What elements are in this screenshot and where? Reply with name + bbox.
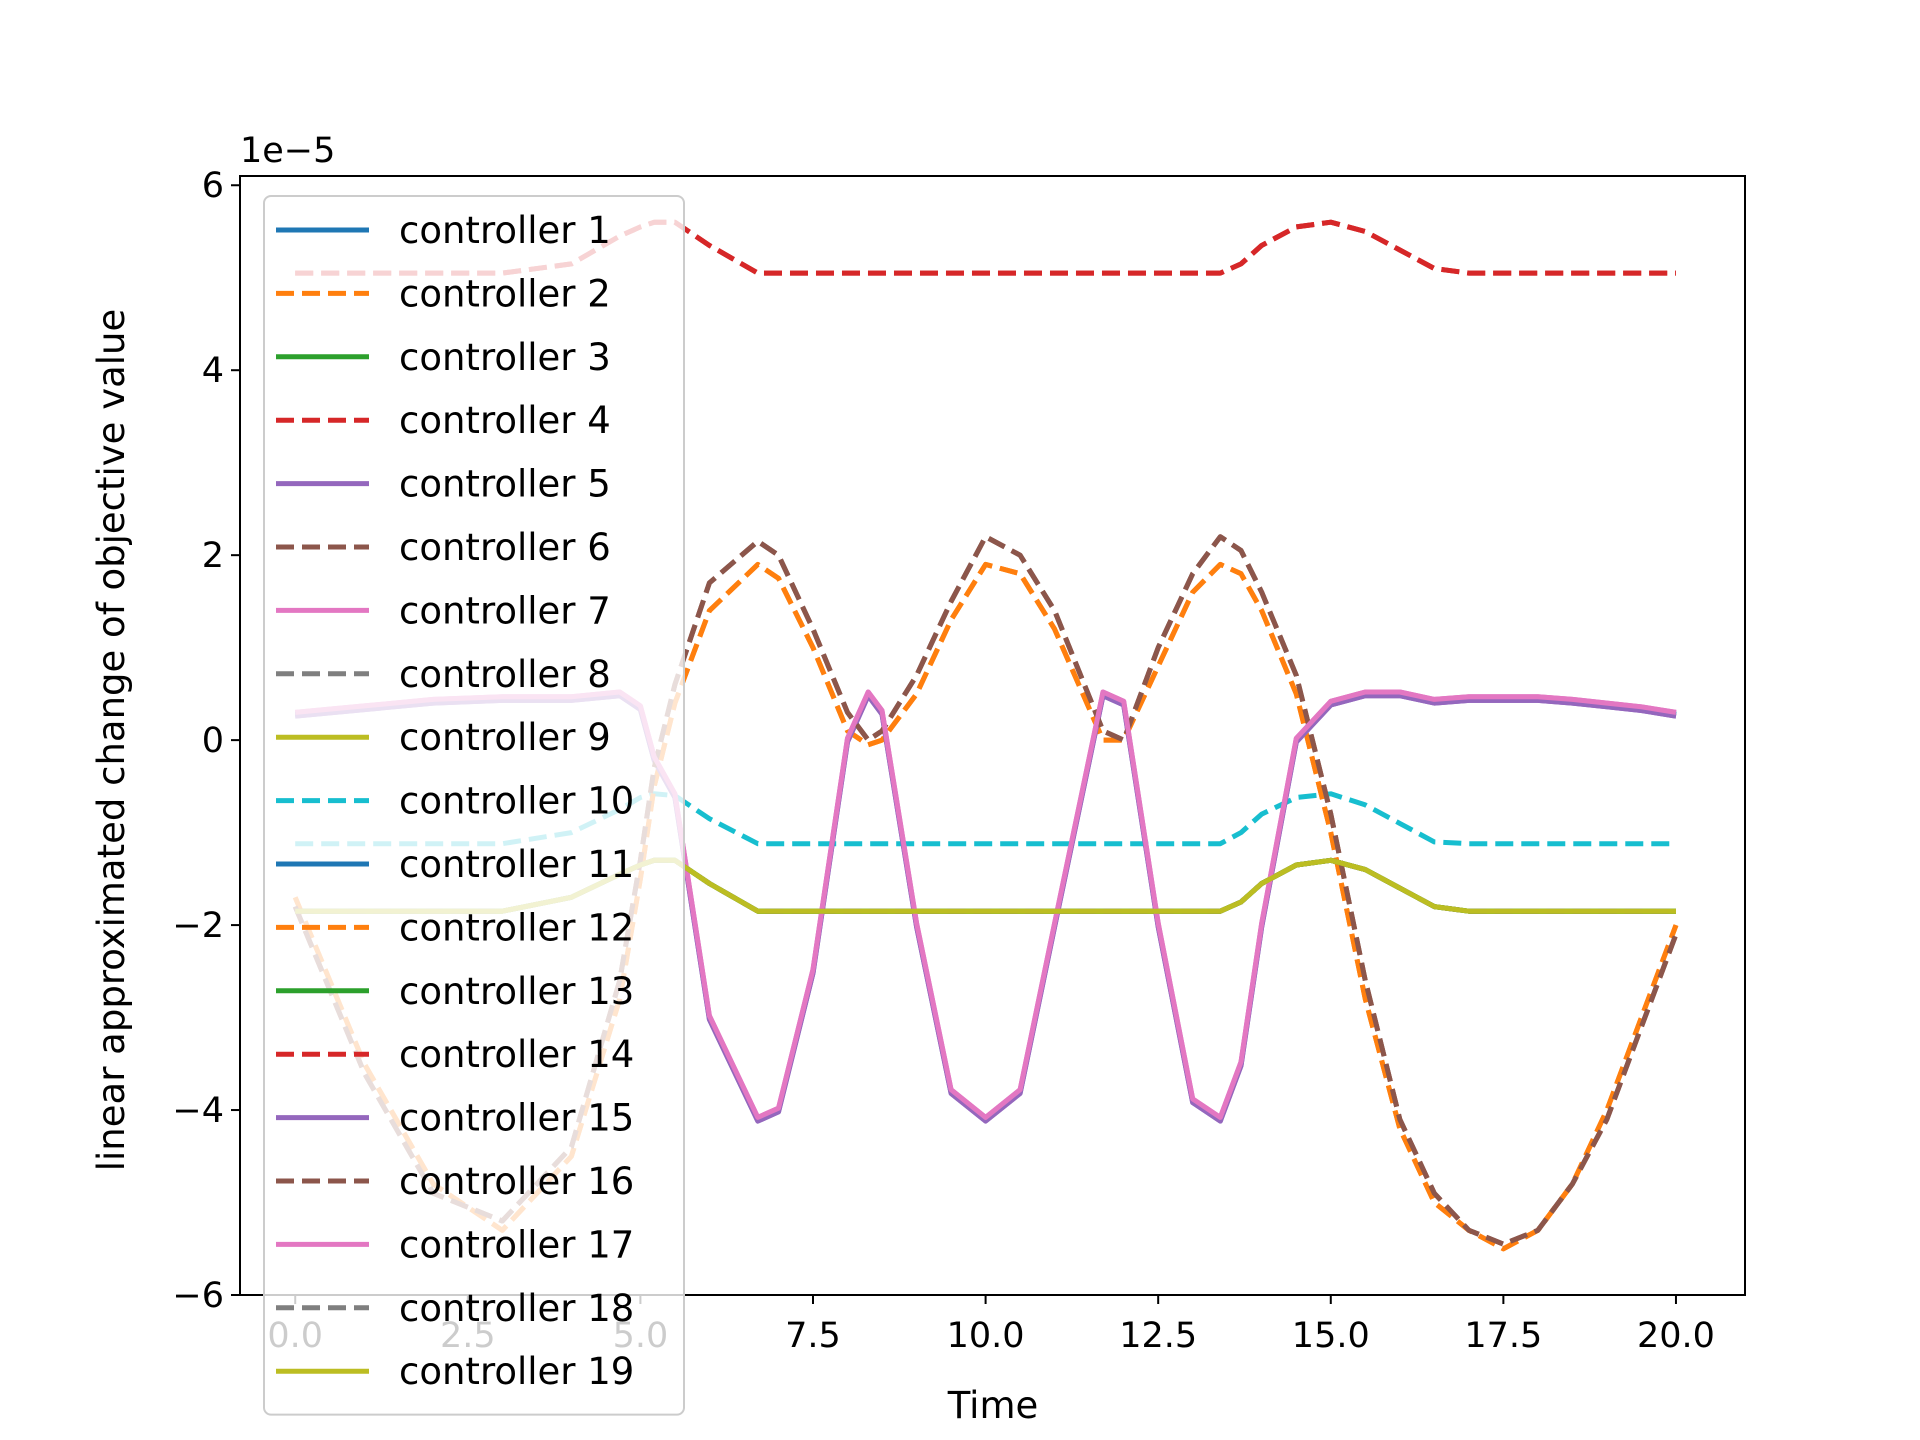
- legend-label: controller 12: [399, 906, 634, 949]
- y-tick-label: −6: [172, 1276, 224, 1316]
- legend-label: controller 6: [399, 526, 611, 569]
- axes-frame: [239, 175, 1746, 1296]
- series-line-14: [295, 219, 1676, 276]
- legend-label: controller 7: [399, 589, 611, 632]
- y-tick-label: −2: [172, 906, 224, 946]
- x-tick-label: 20.0: [1637, 1316, 1715, 1356]
- y-tick-label: −4: [172, 1091, 224, 1131]
- y-axis-label: linear approximated change of objective …: [90, 309, 133, 1172]
- x-tick-label: 17.5: [1464, 1316, 1542, 1356]
- x-tick-label: 15.0: [1292, 1316, 1370, 1356]
- x-tick-label: 7.5: [785, 1316, 841, 1356]
- legend-label: controller 17: [399, 1223, 634, 1266]
- legend-label: controller 11: [399, 843, 634, 886]
- legend-label: controller 18: [399, 1287, 634, 1330]
- y-tick-label: 4: [202, 351, 224, 391]
- legend-label: controller 9: [399, 716, 611, 759]
- legend-label: controller 15: [399, 1097, 634, 1140]
- y-tick-label: 2: [202, 536, 224, 576]
- legend-label: controller 8: [399, 653, 611, 696]
- legend-label: controller 4: [399, 399, 611, 442]
- legend-label: controller 3: [399, 336, 611, 379]
- y-offset-text: 1e−5: [240, 131, 335, 171]
- legend-label: controller 14: [399, 1033, 634, 1076]
- y-tick-label: 6: [202, 166, 224, 206]
- legend-box: [263, 195, 685, 1416]
- legend-label: controller 2: [399, 272, 611, 315]
- legend-label: controller 1: [399, 209, 611, 252]
- x-axis-label: Time: [947, 1384, 1039, 1427]
- series-line-10: [295, 791, 1676, 847]
- legend-label: controller 10: [399, 780, 634, 823]
- legend-label: controller 5: [399, 463, 611, 506]
- x-tick-label: 10.0: [947, 1316, 1025, 1356]
- x-tick-label: 12.5: [1119, 1316, 1197, 1356]
- legend-label: controller 19: [399, 1350, 634, 1393]
- legend-label: controller 13: [399, 970, 634, 1013]
- y-tick-label: 0: [202, 721, 224, 761]
- legend: controller 1 controller 2 controller 3 cont…: [263, 195, 685, 1416]
- legend-label: controller 16: [399, 1160, 634, 1203]
